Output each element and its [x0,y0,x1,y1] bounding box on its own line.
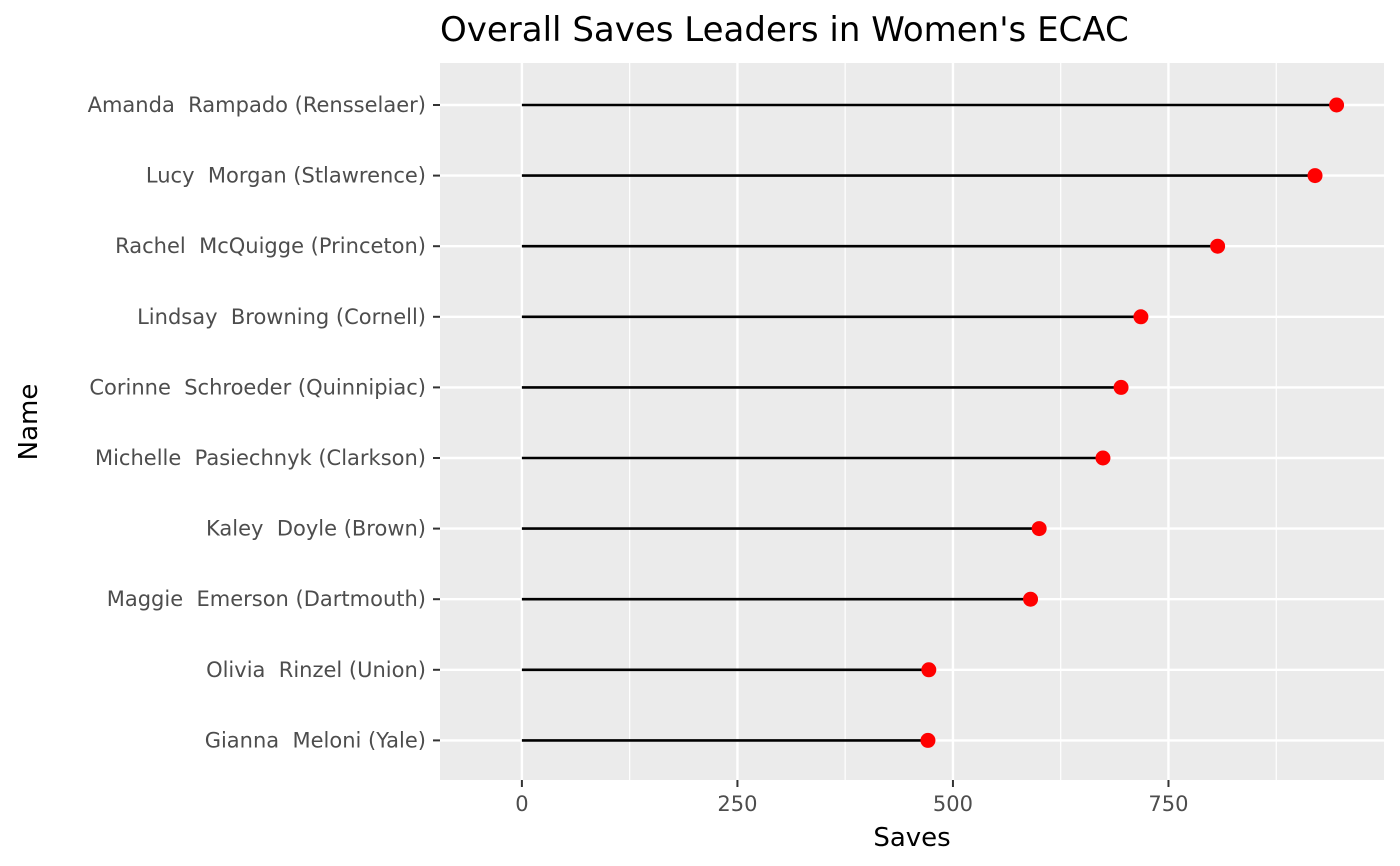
lollipop-point [1329,97,1345,113]
y-tick-label: Michelle Pasiechnyk (Clarkson) [95,446,426,470]
lollipop-point [1031,521,1047,537]
y-tick-label: Corinne Schroeder (Quinnipiac) [89,375,426,399]
lollipop-point [1307,168,1323,184]
y-axis: Amanda Rampado (Rensselaer) Lucy Morgan (… [88,93,440,752]
lollipop-points [920,97,1345,748]
lollipop-segments [521,103,1337,742]
y-tick-label: Lindsay Browning (Cornell) [137,305,426,329]
x-axis: 0 250 500 750 [515,780,1189,816]
y-tick-label: Rachel McQuigge (Princeton) [115,234,426,258]
y-tick-label: Maggie Emerson (Dartmouth) [107,587,426,611]
y-tick-label: Gianna Meloni (Yale) [205,728,426,752]
lollipop-point [921,662,937,678]
lollipop-point [1023,591,1039,607]
lollipop-point [920,732,936,748]
plot-panel [440,63,1384,780]
lollipop-point [1095,450,1111,466]
y-tick-label: Kaley Doyle (Brown) [206,517,426,541]
x-tick-label: 750 [1148,792,1188,816]
y-tick-label: Lucy Morgan (Stlawrence) [146,164,426,188]
x-tick-label: 0 [515,792,528,816]
x-axis-title: Saves [873,823,950,853]
x-tick-label: 500 [933,792,973,816]
minor-gridlines [629,63,1277,780]
lollipop-point [1210,238,1226,254]
y-axis-title: Name [14,384,44,461]
y-tick-label: Amanda Rampado (Rensselaer) [88,93,426,117]
lollipop-point [1133,309,1149,325]
x-tick-label: 250 [717,792,757,816]
chart-title: Overall Saves Leaders in Women's ECAC [440,10,1129,50]
lollipop-point [1113,379,1129,395]
y-tick-label: Olivia Rinzel (Union) [206,658,426,682]
